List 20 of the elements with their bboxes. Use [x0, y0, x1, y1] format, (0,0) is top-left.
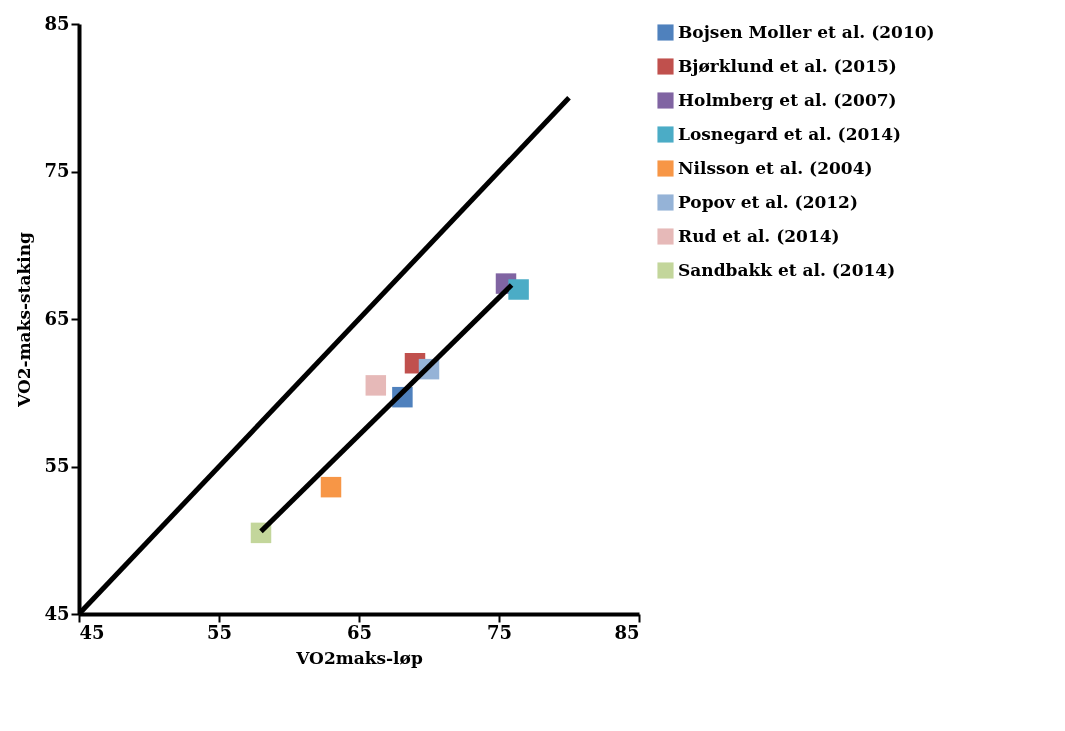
- legend-label: Sandbakk et al. (2014): [678, 259, 896, 280]
- legend-label: Bojsen Moller et al. (2010): [678, 21, 935, 42]
- y-axis-title: VO2-maks-staking: [14, 231, 35, 408]
- legend-label: Bjørklund et al. (2015): [678, 55, 897, 76]
- y-tick-label: 45: [44, 602, 70, 624]
- x-tick-label: 85: [614, 621, 640, 643]
- y-tick-label: 75: [44, 160, 70, 181]
- x-tick-label: 75: [486, 621, 513, 643]
- y-tick-label: 65: [44, 307, 70, 329]
- x-tick-label: 65: [346, 621, 373, 643]
- legend-label: Losnegard et al. (2014): [678, 123, 902, 144]
- legend-label: Rud et al. (2014): [678, 225, 840, 246]
- legend-label: Popov et al. (2012): [678, 191, 858, 212]
- y-tick-label: 55: [44, 455, 70, 476]
- x-tick-label: 55: [206, 621, 233, 643]
- y-tick-label: 85: [44, 12, 70, 34]
- legend-label: Holmberg et al. (2007): [678, 89, 897, 110]
- x-axis-title: VO2maks-løp: [295, 647, 423, 668]
- legend-label: Nilsson et al. (2004): [678, 157, 873, 178]
- x-tick-label: 45: [79, 621, 105, 643]
